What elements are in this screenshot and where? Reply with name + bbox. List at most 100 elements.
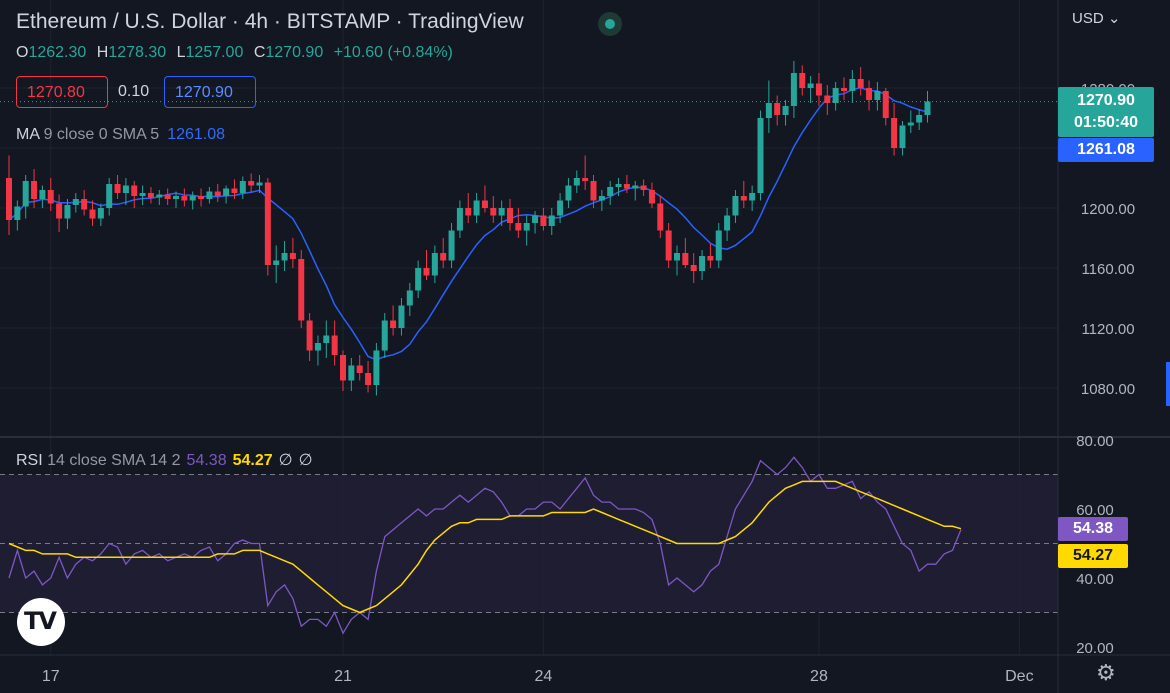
candle-body — [899, 125, 906, 148]
candle-body — [907, 122, 914, 126]
chart-title: Ethereum / U.S. Dollar · 4h · BITSTAMP ·… — [16, 10, 524, 33]
candle — [406, 283, 413, 316]
candle — [598, 190, 605, 211]
candle — [648, 182, 655, 208]
candle-body — [481, 200, 488, 208]
candle — [707, 244, 714, 268]
candle-body — [231, 188, 238, 193]
candle — [623, 175, 630, 193]
candle-body — [423, 268, 430, 276]
sell-button[interactable]: 1270.80 — [16, 76, 108, 108]
candle-body — [122, 185, 129, 193]
tradingview-logo[interactable]: TV — [17, 598, 65, 646]
candle — [423, 250, 430, 280]
candle-body — [674, 253, 680, 261]
ma-legend[interactable]: MA 9 close 0 SMA 5 1261.08 — [16, 126, 226, 143]
low-value: 1257.00 — [185, 44, 244, 61]
candle-body — [348, 365, 355, 381]
candle — [415, 260, 422, 298]
gear-icon[interactable]: ⚙ — [1096, 660, 1116, 685]
candle — [790, 61, 797, 118]
candle — [323, 320, 330, 358]
candle-body — [648, 190, 655, 204]
rsi-line — [8, 456, 962, 635]
open-value: 1262.30 — [28, 44, 87, 61]
candle-body — [690, 265, 697, 271]
candle — [214, 184, 221, 202]
last-price-label: 1270.90 01:50:40 — [1058, 87, 1154, 137]
candle — [189, 191, 196, 210]
candle-body — [515, 223, 522, 231]
candle — [256, 175, 263, 193]
ma-legend-value: 1261.08 — [167, 126, 226, 143]
candle-body — [72, 199, 79, 205]
candle-body — [281, 253, 288, 261]
rsi-sma-value-label: 54.27 — [1058, 544, 1128, 568]
candle-body — [623, 184, 630, 189]
candle-body — [340, 355, 346, 381]
candle-body — [39, 190, 46, 199]
candle — [289, 238, 296, 268]
candle — [682, 238, 689, 268]
price-scale-handle[interactable] — [1166, 362, 1170, 406]
candle — [532, 211, 539, 234]
rsi-legend[interactable]: RSI 14 close SMA 14 2 54.38 54.27 ∅ ∅ — [16, 452, 313, 469]
candle-body — [89, 209, 96, 219]
rsi-sma-legend-value: 54.27 — [232, 452, 273, 469]
candle-body — [857, 79, 864, 88]
candle — [674, 245, 680, 276]
market-status-icon[interactable] — [598, 12, 622, 36]
candle — [47, 178, 54, 211]
candle — [448, 223, 455, 268]
ma-price-label: 1261.08 — [1058, 138, 1154, 162]
candle — [248, 173, 255, 193]
candle-body — [331, 335, 338, 355]
candle — [456, 200, 463, 238]
candle — [39, 185, 46, 208]
candle-body — [398, 305, 405, 328]
rsi-legend-value: 54.38 — [186, 452, 227, 469]
candle — [732, 190, 739, 223]
candle-body — [807, 83, 814, 88]
candle — [22, 175, 29, 219]
candle-body — [565, 185, 572, 201]
candle — [765, 80, 772, 133]
candle-body — [657, 203, 664, 231]
candle — [6, 155, 12, 235]
candle-body — [632, 185, 639, 189]
candle — [582, 155, 589, 190]
candle — [239, 176, 246, 199]
candle — [557, 193, 564, 223]
candle — [122, 178, 129, 205]
candle — [565, 178, 572, 208]
currency-selector[interactable]: USD ⌄ — [1072, 10, 1121, 27]
candle — [665, 223, 672, 268]
candle-body — [365, 373, 372, 385]
price-tick-label: 1080.00 — [1081, 381, 1135, 398]
candle-body — [47, 190, 54, 204]
candle-body — [56, 203, 63, 219]
candle-body — [774, 103, 781, 115]
candle — [264, 178, 271, 276]
candle — [740, 181, 747, 208]
buy-button[interactable]: 1270.90 — [164, 76, 256, 108]
candle-body — [306, 320, 313, 351]
candle-body — [289, 253, 296, 259]
candle-body — [490, 208, 497, 216]
candle-body — [924, 101, 931, 115]
rsi-sma-line — [8, 480, 962, 614]
candle-body — [356, 365, 363, 373]
candle — [849, 70, 856, 103]
candle — [481, 185, 488, 213]
candle — [799, 65, 806, 96]
candle-body — [598, 196, 605, 201]
candle — [114, 175, 121, 199]
candle-body — [6, 178, 12, 220]
candle — [398, 298, 405, 336]
candle — [365, 361, 372, 393]
candle-body — [665, 230, 672, 261]
candle — [523, 215, 530, 246]
high-value: 1278.30 — [108, 44, 167, 61]
candle — [749, 185, 756, 211]
